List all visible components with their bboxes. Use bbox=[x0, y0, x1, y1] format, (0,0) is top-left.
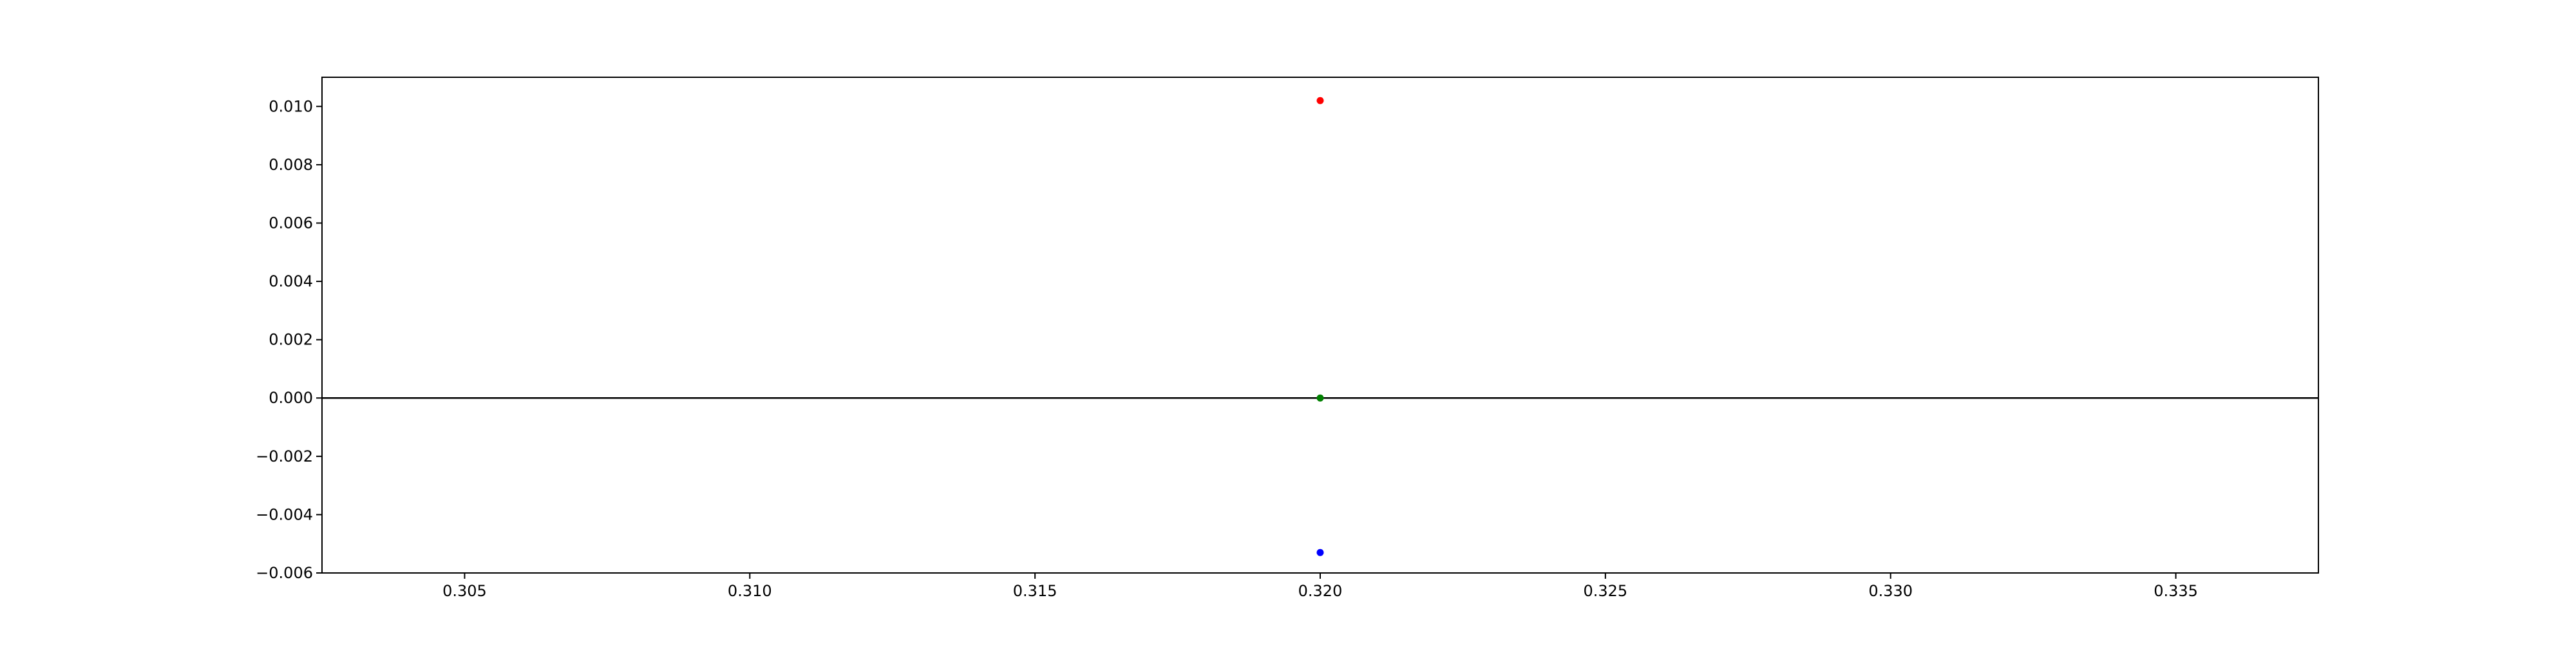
x-tick-label: 0.335 bbox=[2154, 582, 2198, 600]
x-tick-label: 0.320 bbox=[1298, 582, 1343, 600]
y-tick-label: 0.008 bbox=[269, 156, 313, 174]
y-tick-label: 0.004 bbox=[269, 272, 313, 290]
axes-frame bbox=[321, 77, 2319, 574]
x-tick-label: 0.315 bbox=[1013, 582, 1057, 600]
data-point-series-1 bbox=[1316, 394, 1324, 402]
y-tick-label: 0.002 bbox=[269, 331, 313, 349]
x-tick-label: 0.305 bbox=[442, 582, 487, 600]
plot-area: 0.305 0.310 0.315 0.320 0.325 0.330 0.335 −0.00… bbox=[256, 77, 2319, 600]
y-tick-label: −0.002 bbox=[256, 447, 313, 465]
y-tick-label: 0.010 bbox=[269, 97, 313, 115]
y-tick-label: −0.004 bbox=[256, 505, 313, 523]
y-tick-label: −0.006 bbox=[256, 564, 313, 582]
x-tick-label: 0.330 bbox=[1868, 582, 1913, 600]
x-tick-label: 0.325 bbox=[1583, 582, 1627, 600]
data-point-series-2 bbox=[1316, 549, 1324, 556]
y-tick-label: 0.000 bbox=[269, 389, 313, 407]
y-tick-label: 0.006 bbox=[269, 214, 313, 232]
data-point-series-0 bbox=[1316, 97, 1324, 104]
x-tick-label: 0.310 bbox=[728, 582, 772, 600]
